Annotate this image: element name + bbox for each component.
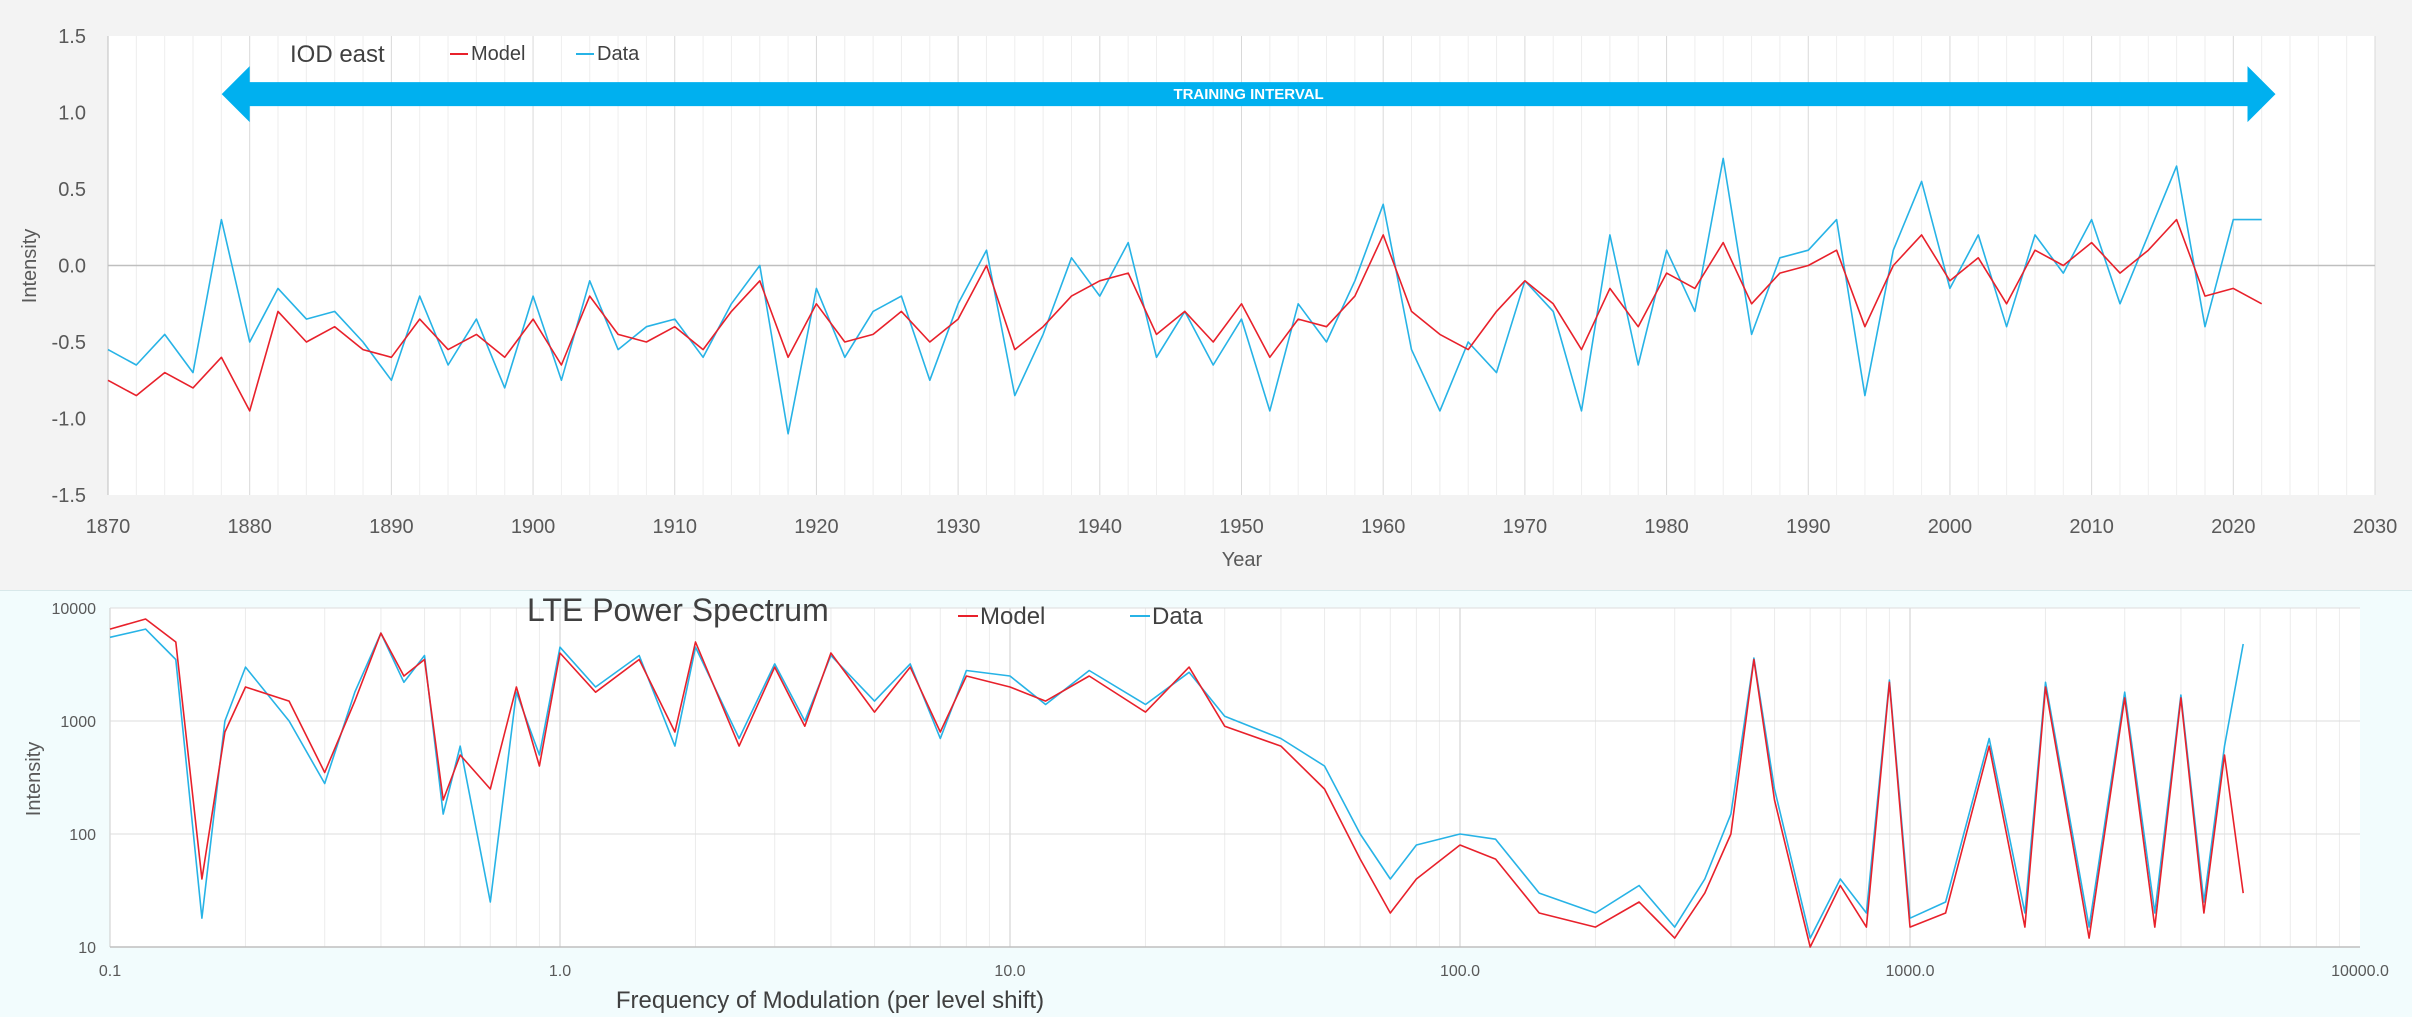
y-tick-label: 0.0	[58, 256, 86, 278]
x-tick-label: 1950	[1219, 516, 1264, 538]
spectrum-y-tick-label: 100	[69, 827, 96, 844]
x-tick-label: 1910	[653, 516, 698, 538]
spectrum-x-tick-label: 0.1	[99, 963, 121, 980]
x-tick-label: 1880	[227, 516, 272, 538]
spectrum-y-tick-label: 1000	[60, 714, 96, 731]
x-tick-label: 2030	[2353, 516, 2398, 538]
x-tick-label: 1990	[1786, 516, 1831, 538]
bottom-chart-series	[109, 618, 2244, 948]
x-tick-label: 1980	[1644, 516, 1689, 538]
x-tick-label: 1890	[369, 516, 414, 538]
x-tick-label: 1940	[1078, 516, 1123, 538]
y-tick-label: 1.5	[58, 26, 86, 48]
y-axis-title: Intensity	[19, 229, 41, 303]
series-line-model	[107, 218, 2263, 412]
y-tick-label: -0.5	[52, 332, 86, 354]
x-tick-label: 1930	[936, 516, 981, 538]
chart-title: IOD east	[290, 41, 385, 68]
spectrum-plot-area	[110, 608, 2360, 947]
y-tick-label: -1.0	[52, 409, 86, 431]
top-chart-grid	[107, 36, 2376, 495]
spectrum-x-axis-title: Frequency of Modulation (per level shift…	[616, 987, 1044, 1014]
spectrum-y-tick-label: 10	[78, 940, 96, 957]
spectrum-y-tick-label: 10000	[52, 601, 97, 618]
x-tick-label: 1870	[86, 516, 131, 538]
x-tick-label: 2000	[1928, 516, 1973, 538]
x-tick-label: 1970	[1503, 516, 1548, 538]
spectrum-title: LTE Power Spectrum	[527, 592, 829, 628]
training-interval-arrow: TRAINING INTERVAL	[221, 66, 2276, 123]
spectrum-series-line-model	[109, 618, 2244, 948]
x-tick-label: 1920	[794, 516, 839, 538]
bottom-chart-grid	[109, 607, 2360, 948]
spectrum-legend-model-label: Model	[980, 603, 1045, 630]
legend-data-label: Data	[597, 43, 640, 65]
x-tick-label: 2020	[2211, 516, 2256, 538]
iod-east-chart: 1870 1880 1890 1900 1910 1920 1930 1940 1950 1960…	[19, 26, 2398, 571]
top-chart-series	[107, 157, 2263, 435]
training-interval-label: TRAINING INTERVAL	[1173, 86, 1323, 103]
top-chart-panel: 1870 1880 1890 1900 1910 1920 1930 1940 1950 1960…	[19, 26, 2398, 571]
x-tick-label: 2010	[2069, 516, 2114, 538]
y-tick-label: -1.5	[52, 485, 86, 507]
bottom-chart-panel: 0.1 1.0 10.0 100.0 1000.0 10000.0 10000 1000 100…	[0, 590, 2412, 1017]
top-chart-tick-labels: 1870 1880 1890 1900 1910 1920 1930 1940 1950 1960…	[52, 26, 2398, 538]
x-tick-label: 1900	[511, 516, 556, 538]
x-tick-label: 1960	[1361, 516, 1406, 538]
lte-power-spectrum-chart: 0.1 1.0 10.0 100.0 1000.0 10000.0 10000 1000 100…	[23, 592, 2390, 1014]
legend-model-label: Model	[471, 43, 525, 65]
training-interval-arrow-shape	[221, 66, 2276, 123]
spectrum-x-tick-label: 1000.0	[1886, 963, 1935, 980]
spectrum-x-tick-label: 1.0	[549, 963, 571, 980]
spectrum-x-tick-label: 10.0	[994, 963, 1025, 980]
spectrum-x-tick-label: 10000.0	[2331, 963, 2389, 980]
y-tick-label: 1.0	[58, 103, 86, 125]
spectrum-legend-data-label: Data	[1152, 603, 1203, 630]
spectrum-y-axis-title: Intensity	[23, 742, 45, 816]
x-axis-title: Year	[1222, 549, 1263, 571]
spectrum-x-tick-label: 100.0	[1440, 963, 1480, 980]
bottom-chart-tick-labels: 0.1 1.0 10.0 100.0 1000.0 10000.0 10000 1000 100…	[52, 601, 2390, 980]
y-tick-label: 0.5	[58, 179, 86, 201]
